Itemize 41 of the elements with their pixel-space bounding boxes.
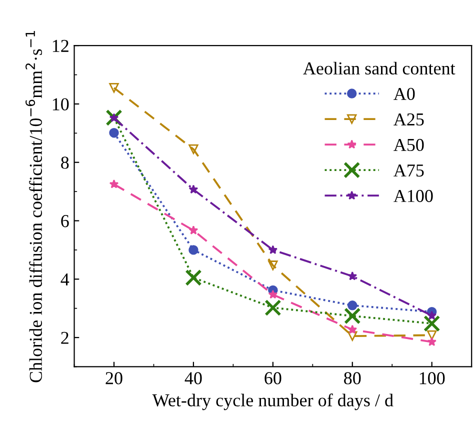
legend-label: A25	[394, 113, 424, 126]
point	[268, 260, 278, 270]
point	[268, 290, 278, 299]
point	[188, 245, 198, 255]
x-tick-label: 100	[420, 372, 445, 384]
point	[348, 271, 358, 280]
point	[427, 337, 437, 346]
point	[268, 245, 278, 254]
point	[188, 144, 198, 154]
legend-label: A0	[394, 88, 415, 100]
point	[348, 324, 358, 334]
point	[427, 310, 437, 320]
legend-title: Aeolian sand content	[303, 62, 456, 75]
point	[348, 300, 358, 310]
x-tick-label: 80	[344, 372, 361, 384]
y-tick-label: 8	[61, 156, 69, 169]
legend-label: A75	[394, 164, 424, 177]
point	[109, 113, 119, 122]
point	[264, 299, 282, 316]
point	[188, 184, 198, 194]
point	[109, 179, 119, 188]
x-tick-label: 20	[106, 372, 122, 384]
x-tick-label: 40	[184, 372, 202, 384]
legend-label: A100	[394, 190, 433, 202]
legend-label: A50	[394, 138, 424, 152]
point	[426, 330, 437, 340]
x-axis-title: Wet-dry cycle number of days / d	[152, 394, 394, 410]
point	[348, 331, 358, 341]
point	[344, 308, 361, 324]
point	[424, 315, 440, 332]
x-tick-label: 60	[264, 372, 282, 384]
y-tick-label: 12	[52, 40, 68, 52]
point	[188, 226, 198, 234]
point	[109, 83, 119, 93]
y-tick-label: 4	[60, 274, 70, 286]
y-axis-title: Chloride ion diffusion coefficient/10$^{−6}$mm$^{2}$·s$^{−1}$	[26, 30, 42, 382]
point	[185, 269, 202, 286]
point	[109, 128, 119, 138]
y-tick-label: 6	[61, 215, 69, 228]
y-tick-label: 2	[61, 332, 68, 344]
y-tick-label: 10	[52, 98, 69, 110]
